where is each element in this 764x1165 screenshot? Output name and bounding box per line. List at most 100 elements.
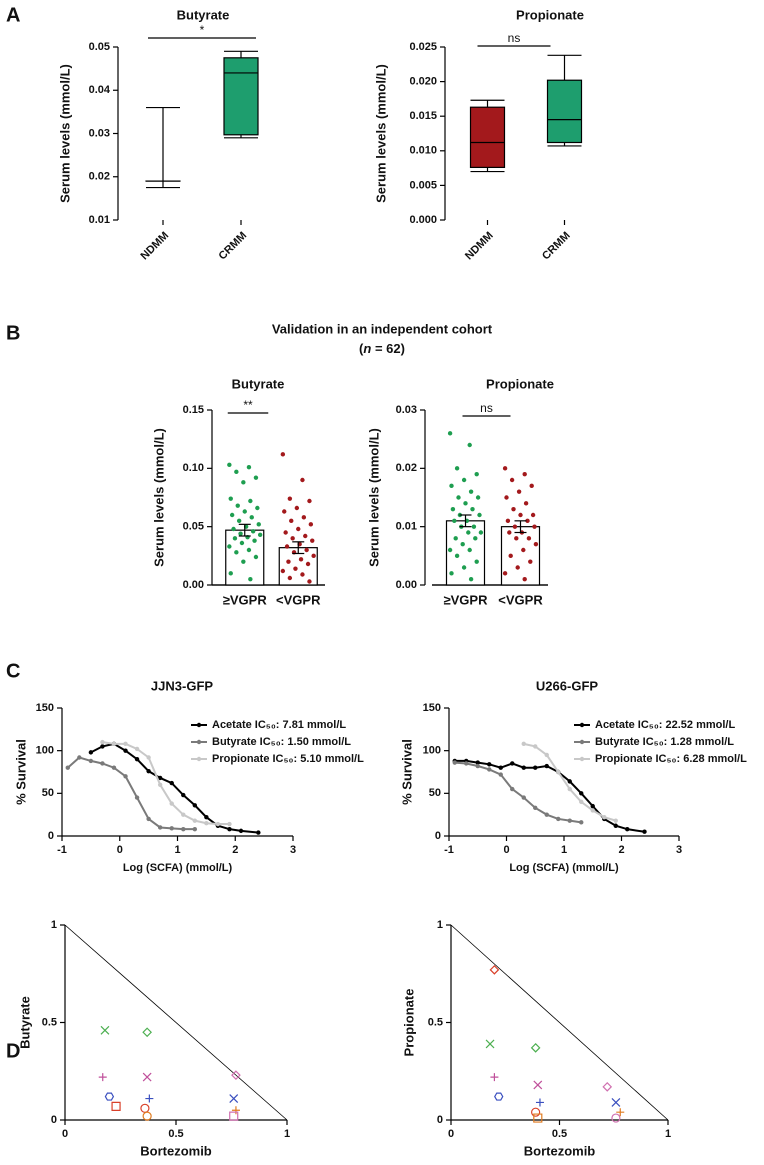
y-tick-label: 150 bbox=[36, 702, 54, 714]
x-tick-label: 0 bbox=[448, 1128, 454, 1140]
data-point bbox=[157, 775, 163, 781]
data-point bbox=[304, 547, 309, 553]
data-point bbox=[502, 466, 508, 471]
data-point bbox=[579, 799, 584, 805]
data-point bbox=[474, 471, 479, 477]
data-point bbox=[567, 786, 572, 792]
data-point bbox=[523, 501, 529, 506]
data-point bbox=[567, 818, 572, 823]
data-point bbox=[526, 536, 532, 541]
data-point bbox=[169, 780, 174, 786]
y-tick-label: 0.5 bbox=[42, 1016, 57, 1028]
data-point bbox=[204, 821, 209, 826]
data-point bbox=[487, 767, 492, 772]
data-point bbox=[516, 489, 522, 494]
data-point bbox=[507, 530, 512, 535]
data-point bbox=[88, 758, 94, 764]
data-point bbox=[157, 825, 163, 830]
legend-marker bbox=[579, 739, 585, 745]
data-point bbox=[450, 506, 456, 512]
data-point bbox=[145, 1094, 154, 1103]
data-point bbox=[533, 744, 538, 749]
data-point bbox=[293, 566, 298, 571]
y-tick-label: 0.05 bbox=[89, 41, 110, 53]
data-point bbox=[528, 559, 533, 564]
data-point bbox=[248, 576, 253, 582]
data-point bbox=[227, 462, 232, 468]
data-point bbox=[169, 801, 174, 806]
data-point bbox=[236, 518, 242, 524]
data-point bbox=[229, 512, 235, 518]
data-point bbox=[98, 1073, 107, 1082]
x-tick-label: 0 bbox=[117, 844, 123, 856]
data-point bbox=[602, 1082, 613, 1092]
data-point bbox=[257, 532, 263, 538]
data-point bbox=[111, 741, 117, 747]
data-point bbox=[231, 1106, 240, 1115]
data-point bbox=[296, 526, 301, 532]
data-point bbox=[556, 769, 561, 775]
x-tick-label: CRMM bbox=[216, 230, 249, 263]
data-point bbox=[238, 828, 244, 834]
data-point bbox=[494, 1092, 504, 1101]
y-axis-label: Propionate bbox=[401, 989, 416, 1057]
chart-title: U266-GFP bbox=[536, 678, 598, 693]
y-tick-label: 1 bbox=[437, 919, 443, 931]
x-tick-label: <VGPR bbox=[276, 592, 321, 607]
data-point bbox=[502, 571, 508, 576]
data-point bbox=[449, 483, 454, 489]
data-point bbox=[232, 536, 238, 541]
significance-label: ** bbox=[243, 398, 253, 412]
data-point bbox=[142, 1027, 152, 1038]
y-tick-label: 0 bbox=[51, 1114, 57, 1126]
data-point bbox=[522, 576, 527, 582]
y-tick-label: 50 bbox=[42, 787, 54, 799]
data-point bbox=[241, 559, 246, 564]
data-point bbox=[505, 518, 511, 524]
data-point bbox=[468, 489, 474, 494]
data-point bbox=[307, 579, 312, 584]
data-point bbox=[234, 550, 239, 555]
data-point bbox=[146, 768, 151, 774]
data-point bbox=[215, 821, 221, 827]
data-point bbox=[88, 750, 94, 755]
data-point bbox=[477, 512, 482, 518]
data-point bbox=[452, 760, 457, 765]
data-point bbox=[123, 774, 128, 779]
data-point bbox=[253, 475, 259, 480]
data-point bbox=[475, 495, 481, 500]
chart-title: Propionate bbox=[516, 7, 584, 22]
data-point bbox=[228, 496, 233, 501]
data-point bbox=[282, 509, 287, 514]
y-tick-label: 150 bbox=[423, 702, 441, 714]
data-point bbox=[544, 763, 549, 769]
data-point bbox=[252, 538, 257, 543]
data-point bbox=[498, 772, 503, 777]
significance-label: ns bbox=[508, 31, 521, 45]
data-point bbox=[511, 506, 516, 512]
data-point bbox=[307, 498, 312, 504]
x-tick-label: 3 bbox=[676, 844, 682, 856]
data-point bbox=[508, 553, 513, 559]
data-point bbox=[284, 544, 290, 549]
data-point bbox=[289, 518, 294, 524]
data-point bbox=[146, 816, 151, 822]
data-point bbox=[140, 1103, 150, 1113]
y-tick-label: 0.005 bbox=[409, 179, 437, 191]
y-tick-label: 0.5 bbox=[428, 1016, 443, 1028]
data-point bbox=[498, 765, 503, 770]
data-point bbox=[447, 547, 453, 553]
data-point bbox=[242, 509, 247, 514]
data-point bbox=[460, 541, 465, 547]
y-axis-label: % Survival bbox=[13, 739, 28, 805]
data-point bbox=[467, 547, 472, 553]
data-point bbox=[142, 1111, 152, 1121]
data-point bbox=[530, 1043, 541, 1053]
data-point bbox=[454, 466, 460, 471]
data-point bbox=[301, 515, 307, 520]
data-point bbox=[181, 826, 186, 832]
box bbox=[223, 57, 259, 136]
y-tick-label: 0.05 bbox=[183, 521, 204, 533]
y-axis-label: Serum levels (mmol/L) bbox=[366, 428, 381, 567]
data-point bbox=[456, 495, 461, 500]
